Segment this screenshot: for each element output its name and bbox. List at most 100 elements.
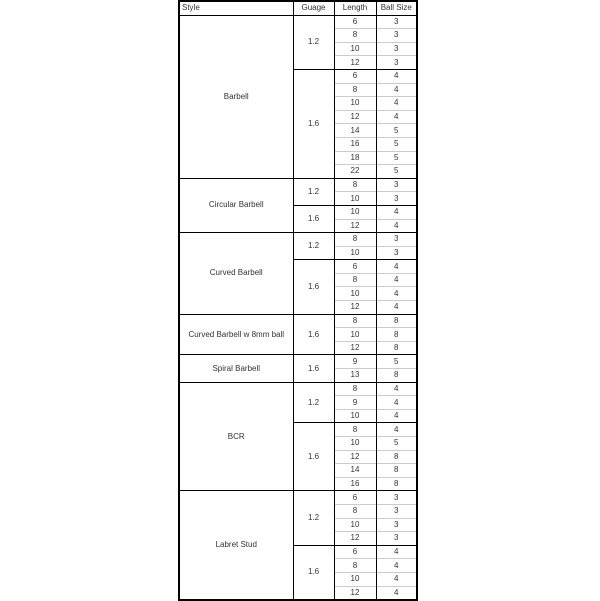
ball-size-cell: 8 — [375, 327, 418, 342]
table-row: 1.6 6 4 — [179, 259, 418, 315]
table-row: 10 4 — [179, 408, 418, 423]
style-cell: Spiral Barbell — [178, 354, 294, 383]
length-cell: 8 — [333, 272, 377, 287]
length-cell: 16 — [333, 136, 377, 152]
length-cell: 8 — [333, 558, 377, 573]
length-cell: 14 — [333, 123, 377, 138]
length-cell: 12 — [333, 300, 377, 315]
ball-size-cell: 8 — [375, 313, 418, 328]
length-cell: 8 — [333, 177, 377, 192]
length-cell: 12 — [333, 109, 377, 124]
length-cell: 6 — [333, 544, 377, 559]
gauge-cell: 1.2 — [292, 232, 335, 260]
table-row: 13 8 — [179, 368, 418, 383]
length-cell: 22 — [333, 164, 377, 179]
length-cell: 12 — [333, 531, 377, 546]
table-row: 12 3 — [179, 531, 418, 546]
ball-size-cell: 3 — [375, 41, 418, 56]
ball-size-cell: 5 — [375, 123, 418, 138]
gauge-cell: 1.2 — [292, 177, 335, 206]
length-cell: 10 — [333, 191, 377, 206]
table-row: 10 3 — [179, 517, 418, 532]
ball-size-cell: 3 — [375, 28, 418, 43]
ball-size-cell: 5 — [375, 136, 418, 152]
length-cell: 18 — [333, 150, 377, 165]
ball-size-cell: 3 — [375, 232, 418, 247]
length-cell: 10 — [333, 517, 377, 532]
length-cell: 10 — [333, 41, 377, 56]
ball-size-cell: 4 — [375, 68, 418, 84]
table-row: Labret Stud 1.2 6 3 — [178, 490, 418, 601]
ball-size-cell: 4 — [375, 300, 418, 315]
ball-size-cell: 4 — [375, 96, 418, 111]
length-cell: 10 — [333, 436, 377, 451]
table-row: BCR 1.2 8 4 — [178, 381, 418, 491]
style-cell: Curved Barbell — [178, 232, 294, 315]
length-cell: 9 — [333, 395, 377, 410]
ball-size-cell: 4 — [375, 286, 418, 301]
length-cell: 8 — [333, 82, 377, 97]
length-cell: 10 — [333, 245, 377, 260]
gauge-cell: 1.6 — [292, 68, 335, 179]
ball-size-cell: 3 — [375, 177, 418, 192]
table-row: 10 5 — [179, 436, 418, 451]
table-row: 10 4 — [179, 571, 418, 587]
table-row: 10 3 — [179, 41, 418, 56]
table-row: 16 8 — [179, 476, 418, 491]
ball-size-cell: 4 — [375, 558, 418, 573]
style-cell: Curved Barbell w 8mm ball — [178, 313, 294, 355]
ball-size-cell: 3 — [375, 191, 418, 206]
ball-size-cell: 8 — [375, 449, 418, 464]
gauge-cell: 1.2 — [292, 381, 335, 423]
table-row: 14 8 — [179, 463, 418, 478]
table-row: 10 4 — [179, 286, 418, 301]
header-gauge: Guage — [292, 1, 335, 16]
ball-size-cell: 4 — [375, 82, 418, 97]
ball-size-cell: 4 — [375, 585, 418, 601]
length-cell: 12 — [333, 340, 377, 355]
ball-size-cell: 3 — [375, 531, 418, 546]
length-cell: 8 — [333, 232, 377, 247]
length-cell: 8 — [333, 381, 377, 396]
table-row: Curved Barbell w 8mm ball 1.6 8 8 — [178, 313, 418, 355]
length-cell: 12 — [333, 585, 377, 601]
table-row: 10 3 — [179, 245, 418, 260]
ball-size-cell: 8 — [375, 476, 418, 491]
table-row: 14 5 — [179, 123, 418, 138]
length-cell: 8 — [333, 422, 377, 437]
length-cell: 12 — [333, 218, 377, 233]
ball-size-cell: 5 — [375, 354, 418, 369]
table-row: 12 4 — [179, 109, 418, 124]
table-row: 1.6 6 4 — [179, 544, 418, 601]
length-cell: 13 — [333, 368, 377, 383]
length-cell: 12 — [333, 55, 377, 70]
length-cell: 16 — [333, 476, 377, 491]
ball-size-cell: 5 — [375, 164, 418, 179]
length-cell: 8 — [333, 503, 377, 519]
length-cell: 6 — [333, 68, 377, 84]
table-row: 12 8 — [179, 340, 418, 355]
gauge-cell: 1.6 — [292, 259, 335, 315]
table-row: 10 4 — [179, 96, 418, 111]
length-cell: 10 — [333, 327, 377, 342]
ball-size-cell: 4 — [375, 395, 418, 410]
ball-size-cell: 4 — [375, 109, 418, 124]
ball-size-cell: 4 — [375, 422, 418, 437]
length-cell: 6 — [333, 14, 377, 29]
length-cell: 8 — [333, 313, 377, 328]
ball-size-cell: 8 — [375, 340, 418, 355]
length-cell: 6 — [333, 259, 377, 274]
ball-size-cell: 3 — [375, 490, 418, 505]
ball-size-cell: 8 — [375, 368, 418, 383]
table-row: 12 3 — [179, 55, 418, 70]
header-style: Style — [178, 1, 294, 16]
table-row: Spiral Barbell 1.6 9 5 — [178, 354, 418, 383]
length-cell: 9 — [333, 354, 377, 369]
style-cell: BCR — [178, 381, 294, 491]
gauge-cell: 1.6 — [292, 354, 335, 383]
table-row: Barbell 1.2 6 3 — [178, 14, 418, 179]
length-cell: 6 — [333, 490, 377, 505]
